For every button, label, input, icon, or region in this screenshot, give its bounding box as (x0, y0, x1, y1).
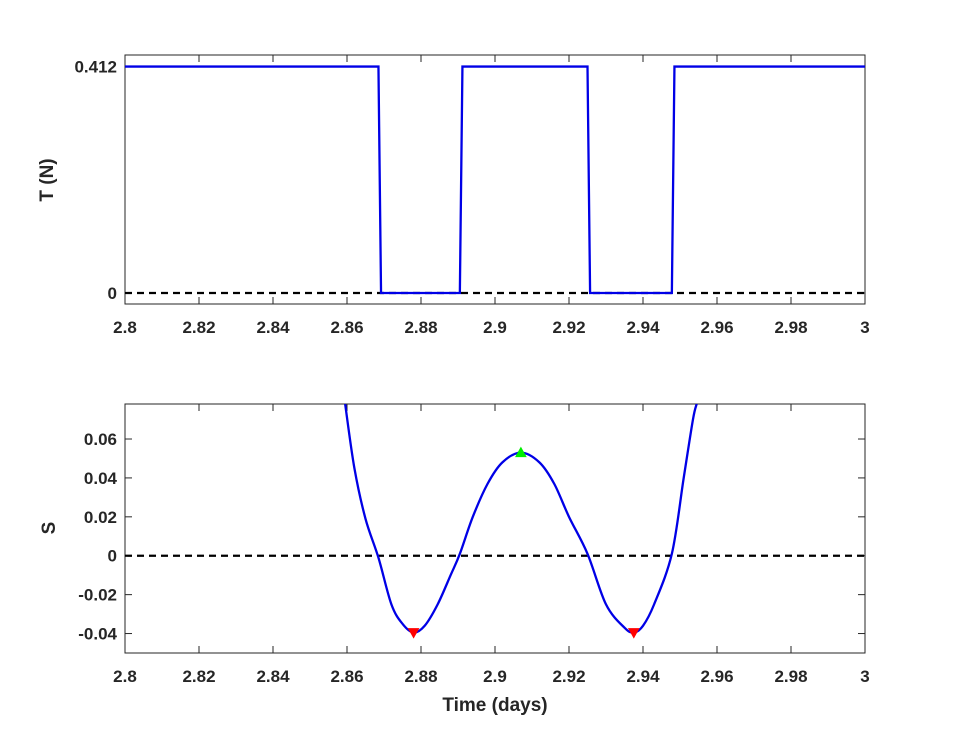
thrust-x-tick-label: 2.92 (552, 318, 585, 337)
switching-function-panel: 2.8 2.82 2.84 2.86 2.88 2.9 2.92 2.94 2.96 2.98 3 … (39, 403, 870, 716)
switching-axis-ticks (124, 404, 866, 653)
switching-minimum-marker (627, 628, 640, 639)
thrust-y-tick-label: 0 (108, 284, 117, 303)
switching-y-tick-label: -0.02 (78, 586, 117, 605)
switching-y-tick-label: 0 (108, 547, 117, 566)
thrust-x-tick-label: 2.94 (626, 318, 660, 337)
thrust-series-line (125, 65, 865, 295)
switching-x-tick-label: 2.82 (182, 667, 215, 686)
thrust-x-tick-labels: 2.8 2.82 2.84 2.86 2.88 2.9 2.92 2.94 2.96 2.98 3 (113, 318, 870, 337)
switching-x-tick-labels: 2.8 2.82 2.84 2.86 2.88 2.9 2.92 2.94 2.96 2.98 3 (113, 667, 870, 686)
switching-x-tick-label: 3 (860, 667, 869, 686)
thrust-y-tick-label: 0.412 (74, 58, 117, 77)
switching-plot-area (124, 403, 866, 654)
thrust-x-tick-label: 2.86 (330, 318, 363, 337)
switching-x-tick-label: 2.92 (552, 667, 585, 686)
switching-maximum-marker (515, 446, 527, 458)
switching-x-tick-label: 2.9 (483, 667, 507, 686)
thrust-plot-area (124, 54, 866, 305)
thrust-y-axis-label: T (N) (37, 158, 58, 201)
switching-x-tick-label: 2.94 (626, 667, 660, 686)
thrust-x-tick-label: 2.8 (113, 318, 137, 337)
switching-y-tick-label: 0.06 (84, 430, 117, 449)
thrust-x-tick-label: 2.9 (483, 318, 507, 337)
thrust-x-tick-label: 2.84 (256, 318, 290, 337)
switching-x-tick-label: 2.96 (700, 667, 733, 686)
switching-x-axis-label: Time (days) (442, 695, 547, 716)
thrust-panel: 2.8 2.82 2.84 2.86 2.88 2.9 2.92 2.94 2.96 2.98 3 … (37, 54, 870, 337)
thrust-x-tick-label: 2.98 (774, 318, 807, 337)
thrust-x-tick-label: 2.88 (404, 318, 437, 337)
thrust-x-tick-label: 2.96 (700, 318, 733, 337)
switching-marker-layer (407, 446, 640, 639)
thrust-y-tick-labels: 0 0.412 (74, 58, 117, 303)
switching-y-axis-label: S (39, 522, 60, 535)
switching-minimum-marker (407, 628, 420, 639)
switching-x-tick-label: 2.98 (774, 667, 807, 686)
switching-x-tick-label: 2.86 (330, 667, 363, 686)
switching-series-line (344, 404, 698, 634)
switching-series-layer (125, 404, 865, 634)
switching-x-tick-label: 2.84 (256, 667, 290, 686)
switching-y-tick-labels: -0.04 -0.02 0 0.02 0.04 0.06 (78, 430, 117, 644)
thrust-x-tick-label: 3 (860, 318, 869, 337)
thrust-series-layer (125, 65, 865, 295)
thrust-x-tick-label: 2.82 (182, 318, 215, 337)
switching-y-tick-label: 0.04 (84, 469, 118, 488)
switching-x-tick-label: 2.88 (404, 667, 437, 686)
switching-y-tick-label: -0.04 (78, 625, 117, 644)
switching-x-tick-label: 2.8 (113, 667, 137, 686)
switching-y-tick-label: 0.02 (84, 508, 117, 527)
